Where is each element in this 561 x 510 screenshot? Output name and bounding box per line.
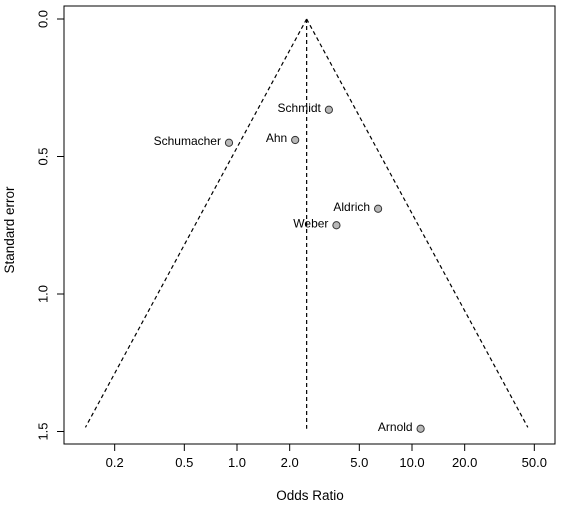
y-tick-label: 0.5 (35, 147, 50, 165)
study-point (291, 135, 300, 145)
y-tick-label: 1.0 (35, 285, 50, 303)
y-tick-label: 0.0 (35, 10, 50, 28)
study-point (332, 221, 341, 230)
x-tick-label: 50.0 (522, 455, 547, 470)
study-point (373, 204, 383, 213)
x-tick-label: 2.0 (281, 455, 299, 470)
study-points: Schmidt Schumacher Ahn Aldrich Weber Arnold (154, 101, 425, 434)
funnel-right-line (306, 18, 529, 428)
y-axis-title: Standard error (2, 186, 17, 274)
x-tick-label: 5.0 (350, 455, 368, 470)
x-tick-label: 0.5 (175, 455, 193, 470)
funnel-left-line (84, 18, 308, 428)
study-point (224, 138, 234, 147)
x-axis-title: Odds Ratio (276, 488, 344, 503)
x-tick-label: 1.0 (228, 455, 246, 470)
x-tick-label: 20.0 (452, 455, 477, 470)
study-point-label: Aldrich (333, 200, 370, 214)
x-axis: 0.2 0.5 1.0 2.0 5.0 10.0 20.0 50.0 (106, 443, 547, 470)
funnel-lines (84, 18, 529, 429)
y-tick-label: 1.5 (35, 422, 50, 440)
study-point-label: Schmidt (278, 101, 322, 115)
study-point-label: Ahn (266, 131, 287, 145)
x-tick-label: 0.2 (106, 455, 124, 470)
study-point-label: Weber (293, 216, 328, 230)
study-point-label: Arnold (378, 420, 413, 434)
study-point (324, 105, 333, 114)
study-point (416, 424, 425, 433)
study-point-label: Schumacher (154, 134, 221, 148)
y-axis: 0.0 0.5 1.0 1.5 (35, 10, 65, 441)
x-tick-label: 10.0 (399, 455, 424, 470)
